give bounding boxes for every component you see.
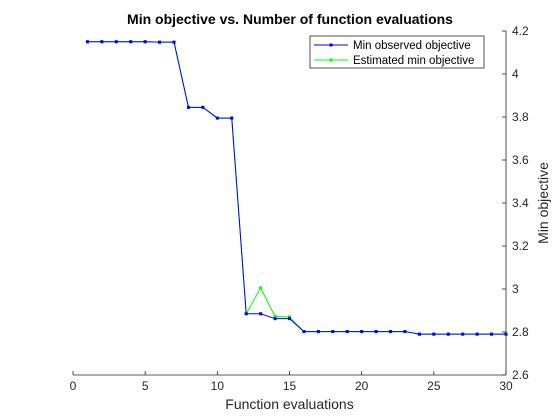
series-0-point-19: [360, 330, 364, 334]
y-tick-label-7: 4: [512, 67, 519, 81]
series-0-point-14: [288, 317, 291, 321]
legend-marker-estimated-min: [329, 58, 333, 62]
legend-box: [309, 35, 485, 69]
series-0-point-15: [302, 330, 306, 334]
series-0-point-7: [186, 105, 190, 109]
series-0-point-17: [331, 330, 335, 334]
chart-title: Min objective vs. Number of function eva…: [127, 11, 453, 27]
series-0-point-2: [114, 40, 118, 44]
y-tick-label-0: 2.6: [512, 368, 529, 382]
series-0-point-5: [158, 40, 162, 44]
series-0-point-23: [417, 332, 421, 336]
x-tick-label-5: 25: [427, 379, 441, 393]
y-tick-label-3: 3.2: [512, 239, 529, 253]
series-0-point-3: [129, 40, 133, 44]
series-0-point-22: [403, 330, 407, 334]
series-0-point-20: [374, 330, 378, 334]
y-tick-label-4: 3.4: [512, 196, 529, 210]
x-tick-label-6: 30: [499, 379, 513, 393]
series-0-point-26: [461, 332, 465, 336]
series-0-point-8: [201, 105, 205, 109]
series-0-point-4: [143, 40, 147, 44]
legend: Min observed objective Estimated min obj…: [309, 35, 485, 69]
series-0-point-25: [446, 332, 450, 336]
series-0-point-24: [432, 332, 436, 336]
series-1-point-13: [273, 315, 277, 319]
series-0-point-27: [475, 332, 479, 336]
y-tick-label-6: 3.8: [512, 110, 529, 124]
series-0-point-6: [172, 40, 176, 44]
legend-marker-min-observed: [329, 43, 333, 47]
x-tick-label-0: 0: [70, 379, 77, 393]
series-1-point-12: [259, 286, 263, 290]
series-0-point-12: [259, 312, 263, 316]
x-tick-label-4: 20: [355, 379, 369, 393]
series-1-point-14: [288, 315, 291, 319]
x-tick-label-2: 10: [211, 379, 225, 393]
y-tick-label-2: 3: [512, 282, 519, 296]
series-0-point-16: [316, 330, 320, 334]
x-axis-title: Function evaluations: [225, 396, 353, 412]
series-0-point-1: [100, 40, 104, 44]
series-0-point-0: [85, 40, 89, 44]
series-0-point-11: [244, 312, 248, 316]
x-tick-label-1: 5: [142, 379, 149, 393]
series-0-point-10: [230, 116, 234, 120]
series-layer: [85, 40, 508, 336]
axes-layer: 0 5 10 15 20 25 302.6 2.8 3 3.2 3.4 3.6 3.8 4 4.2: [70, 24, 529, 393]
x-tick-label-3: 15: [283, 379, 297, 393]
plot-area: [73, 31, 506, 375]
series-0-point-9: [215, 116, 219, 120]
y-tick-label-8: 4.2: [512, 24, 529, 38]
series-line-0: [87, 41, 506, 335]
legend-label-estimated-min: Estimated min objective: [353, 55, 474, 67]
series-0-point-21: [389, 330, 393, 334]
y-tick-label-5: 3.6: [512, 153, 529, 167]
legend-label-min-observed: Min observed objective: [353, 40, 471, 52]
series-0-point-18: [345, 330, 349, 334]
y-tick-label-1: 2.8: [512, 325, 529, 339]
y-axis-title: Min objective: [535, 162, 551, 244]
series-0-point-13: [273, 317, 277, 321]
series-0-point-28: [490, 332, 494, 336]
